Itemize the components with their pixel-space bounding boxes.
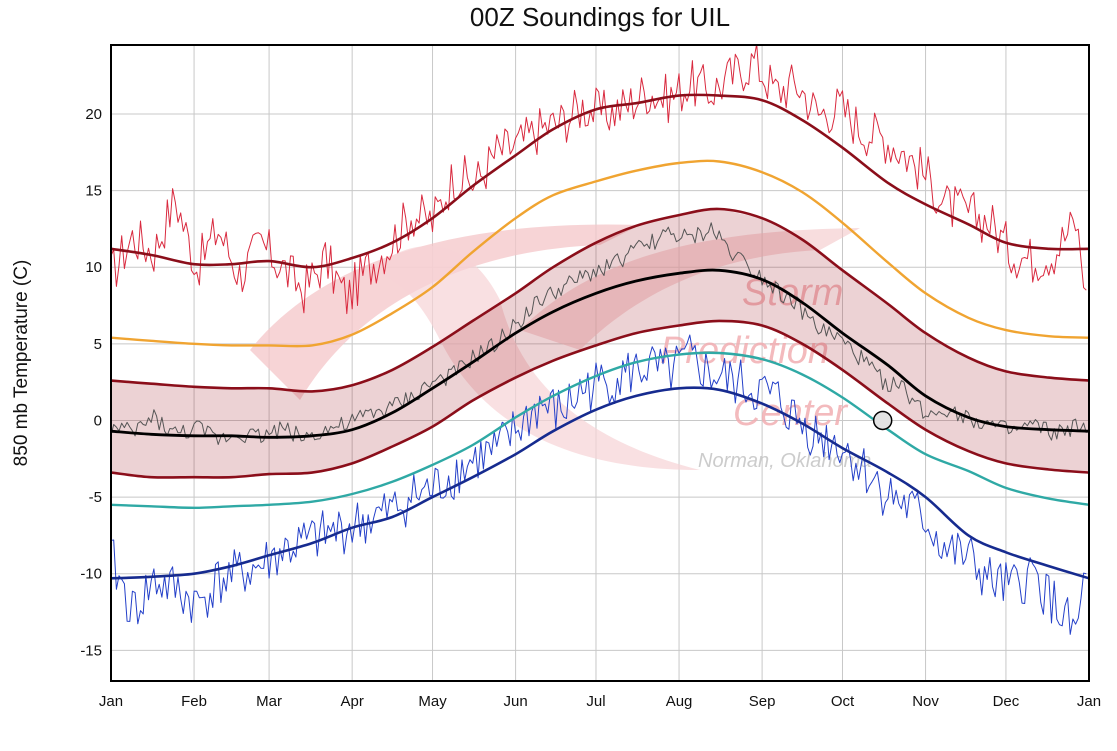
y-tick-label: 15 — [85, 183, 102, 200]
series-line-observed-min — [111, 334, 1087, 635]
x-tick-label: Jul — [586, 693, 605, 710]
y-tick-label: 0 — [94, 412, 102, 429]
series-line-mean — [111, 268, 1089, 439]
series-line-record-min — [111, 386, 1089, 580]
watermark-swoosh-2 — [520, 228, 860, 350]
x-tick-label: Aug — [666, 693, 693, 710]
x-tick-label: Apr — [340, 693, 363, 710]
chart-title: 00Z Soundings for UIL — [469, 2, 731, 32]
series-layer — [111, 45, 1089, 635]
series-line-band-lower — [111, 319, 1089, 479]
current-obs-marker — [872, 410, 893, 431]
x-tick-label: Mar — [256, 693, 282, 710]
series-line-observed-mean — [111, 222, 1087, 445]
x-tick-label: Nov — [912, 693, 939, 710]
x-tick-label: Dec — [993, 693, 1020, 710]
watermark-text: Norman, Oklahoma — [698, 450, 871, 472]
x-tick-label: Feb — [181, 693, 207, 710]
plot-frame — [110, 44, 1090, 682]
x-tick-label: Sep — [749, 693, 776, 710]
marker-layer — [872, 410, 893, 431]
y-tick-label: -15 — [80, 642, 102, 659]
x-tick-label: Jan — [99, 693, 123, 710]
watermark-text: Prediction — [660, 330, 829, 372]
x-tick-labels: Jan Feb Mar Apr May Jun Jul Aug Sep Oct Nov Dec Jan — [99, 693, 1101, 710]
series-line-record-max — [111, 93, 1089, 269]
series-line-lower-percentile — [111, 351, 1089, 509]
y-tick-label: 20 — [85, 106, 102, 123]
series-line-upper-percentile — [111, 159, 1089, 348]
y-tick-label: 10 — [85, 259, 102, 276]
x-tick-label: May — [418, 693, 447, 710]
y-tick-labels: 20 15 10 5 0 -5 -10 -15 — [80, 106, 102, 659]
series-line-observed-max — [111, 45, 1087, 315]
x-tick-label: Jun — [504, 693, 528, 710]
series-line-band-upper — [111, 207, 1089, 393]
y-tick-label: 5 — [94, 336, 102, 353]
grid-lines — [111, 45, 1089, 681]
x-tick-label: Oct — [831, 693, 855, 710]
watermark-curl — [370, 246, 700, 470]
x-tick-label: Jan — [1077, 693, 1101, 710]
y-tick-label: -5 — [89, 489, 102, 506]
y-tick-label: -10 — [80, 566, 102, 583]
